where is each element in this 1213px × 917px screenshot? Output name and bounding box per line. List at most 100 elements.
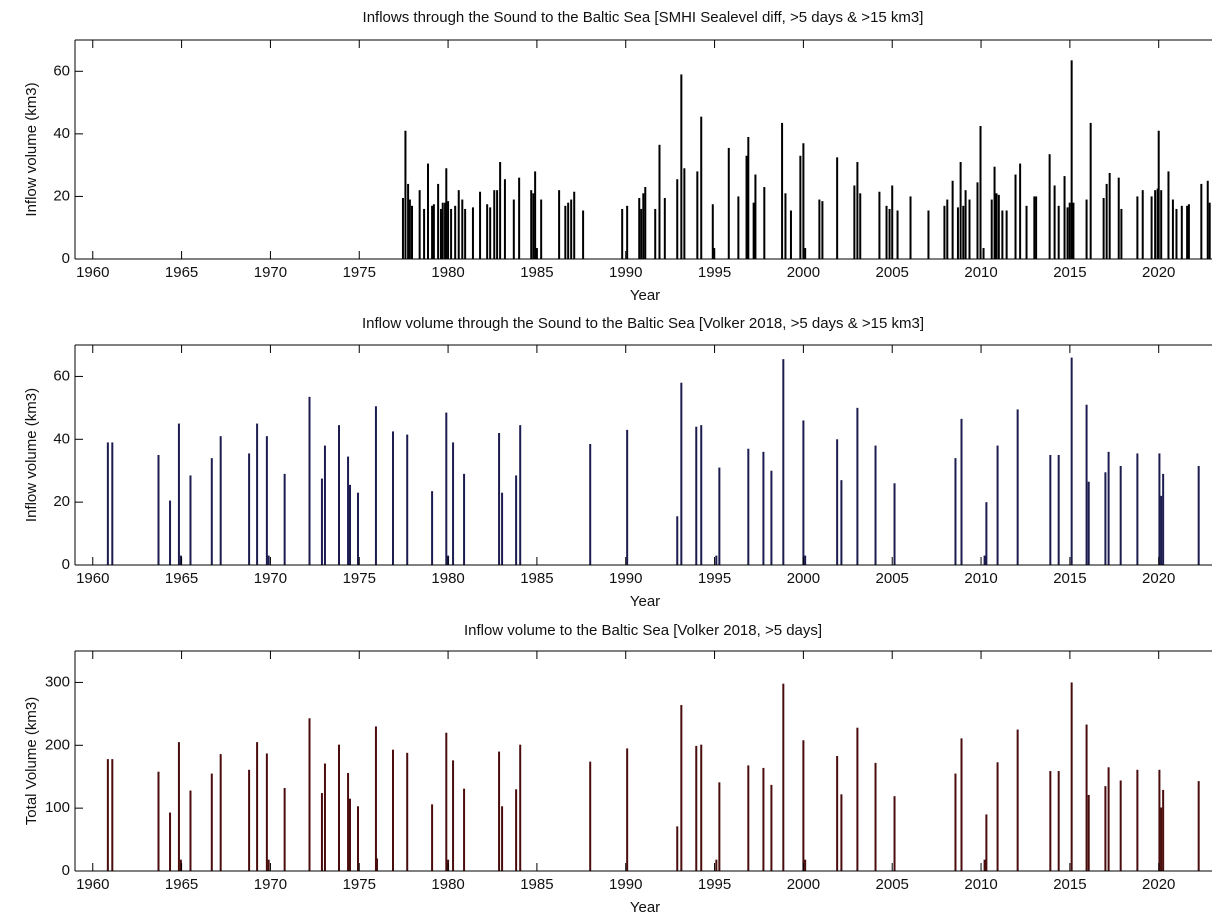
x-tick-label: 2000 [787, 264, 820, 281]
bar [1053, 185, 1056, 259]
bar [1102, 197, 1105, 259]
bar [1200, 183, 1203, 259]
y-tick-label: 100 [45, 799, 70, 816]
bar [479, 191, 482, 259]
x-tick-label: 2005 [876, 876, 909, 893]
bar [464, 208, 467, 259]
bar [418, 190, 421, 259]
x-tick-label: 1980 [431, 264, 464, 281]
bar [836, 439, 839, 565]
bar [431, 205, 434, 259]
bar [747, 136, 750, 259]
bar [1154, 190, 1157, 259]
bar [747, 448, 750, 565]
bar [347, 772, 350, 871]
bar [891, 185, 894, 259]
x-tick-label: 2020 [1142, 876, 1175, 893]
bar [683, 168, 686, 259]
bar [954, 458, 957, 565]
bar [1033, 196, 1036, 259]
bar [567, 202, 570, 259]
y-tick-label: 40 [53, 125, 70, 142]
bar [982, 248, 985, 259]
bar [573, 191, 576, 259]
bar [995, 193, 998, 259]
bar [157, 771, 160, 871]
bar [715, 859, 718, 871]
bar [265, 753, 268, 871]
bar [1107, 767, 1110, 871]
bar [169, 500, 172, 565]
bar [1117, 177, 1120, 259]
bar [406, 434, 409, 565]
bar [1089, 122, 1092, 260]
bar [1197, 781, 1200, 871]
bar [700, 744, 703, 871]
bar [909, 196, 912, 259]
bar [680, 382, 683, 565]
bar [519, 425, 522, 565]
bar [519, 744, 522, 871]
bar [349, 798, 352, 871]
bar [853, 185, 856, 259]
bar [1085, 199, 1088, 259]
bar [349, 484, 352, 565]
bar [189, 790, 192, 871]
x-tick-label: 2000 [787, 876, 820, 893]
bar [283, 473, 286, 565]
bar [1049, 771, 1052, 871]
bar [337, 425, 340, 565]
bar [840, 480, 843, 565]
chart-title: Inflow volume through the Sound to the B… [362, 315, 924, 332]
bar [700, 116, 703, 260]
bar [444, 202, 447, 259]
bar [802, 740, 805, 871]
bar [179, 555, 182, 565]
bar [640, 208, 643, 259]
bar [1016, 409, 1019, 565]
bar [1119, 780, 1122, 871]
bar [210, 773, 213, 871]
x-tick-label: 1975 [343, 264, 376, 281]
bar [432, 204, 435, 259]
bar [461, 199, 464, 259]
bar [1057, 455, 1060, 565]
bar [859, 193, 862, 259]
bar [427, 163, 430, 259]
bar [267, 859, 270, 871]
x-tick-label: 2015 [1053, 570, 1086, 587]
bar [530, 190, 533, 259]
bar [501, 806, 504, 871]
bar [896, 210, 899, 259]
bar [441, 202, 444, 259]
bar [1001, 210, 1004, 259]
x-tick-label: 2020 [1142, 264, 1175, 281]
bar [1175, 208, 1178, 259]
bar [392, 749, 395, 871]
bar [447, 201, 450, 259]
bar [582, 210, 585, 259]
bar [1160, 807, 1163, 871]
bar [1087, 481, 1090, 565]
x-tick-label: 1960 [76, 570, 109, 587]
bar [976, 182, 979, 259]
bar [1171, 199, 1174, 259]
bar [893, 483, 896, 565]
bar [515, 475, 518, 565]
bar [411, 205, 414, 259]
bar [219, 436, 222, 565]
bar [532, 193, 535, 259]
bar [960, 418, 963, 565]
bar [642, 193, 645, 259]
x-tick-label: 2015 [1053, 876, 1086, 893]
bar [515, 789, 518, 871]
bar [1150, 196, 1153, 259]
bar [962, 205, 965, 259]
bar [680, 74, 683, 260]
x-tick-label: 1990 [609, 264, 642, 281]
bar [267, 555, 270, 565]
bar [1063, 176, 1066, 259]
bar [996, 762, 999, 871]
x-axis-label: Year [630, 287, 660, 304]
bar [996, 445, 999, 565]
